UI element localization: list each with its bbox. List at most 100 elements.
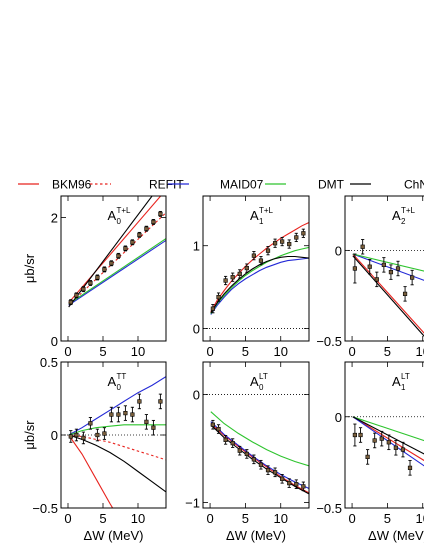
y-tick-label: 0 [335,410,342,425]
data-point [74,293,79,298]
data-point [237,448,242,453]
chart-panel-A0_TT: 0 5 10 −0.5 0 0.5 A TT 0 μb/sr ΔW (MeV) [22,355,167,543]
panel-title-superscript: LT [401,372,410,381]
chart-panel-A2_TL: 0 5 10 −0.5 0 AT+L 2 [316,195,424,359]
panel-title: A [250,208,259,223]
data-point [81,287,86,292]
data-point [402,291,408,296]
data-point [280,239,285,244]
y-tick-label: 0 [193,387,200,402]
data-point [388,270,394,275]
data-point [144,226,149,231]
data-point [379,436,384,441]
data-point [109,261,114,266]
data-point [151,219,156,225]
data-point [395,266,401,271]
panel-title-superscript: LT [259,372,268,381]
panel-title-subscript: 0 [259,383,264,392]
data-point [294,235,299,240]
panel-title-superscript: T+L [401,206,416,215]
data-point [223,437,228,442]
data-point [258,258,264,263]
panel-title: A [250,374,259,389]
x-tick-label: 10 [131,511,145,526]
series-line-dmt [68,424,166,436]
data-point [287,481,292,486]
data-point [272,470,278,475]
panel-title-subscript: 0 [117,383,122,392]
data-point [244,451,249,457]
legend-label: MAID07 [220,178,264,192]
panel-title-superscript: TT [117,372,127,381]
y-tick-label: −0.5 [316,501,342,516]
series-line-dmt [210,411,309,467]
panel-title: A [108,374,117,389]
data-point [130,412,135,417]
x-tick-label: 5 [99,344,106,359]
series-line-dmt [68,238,166,305]
x-tick-label: 0 [64,511,71,526]
data-point [137,399,142,404]
x-axis-label: ΔW (MeV) [84,528,144,543]
x-tick-label: 5 [242,344,249,359]
x-tick-label: 0 [348,511,355,526]
data-point [144,419,149,424]
series-line-maid07 [210,421,309,489]
data-point [95,432,100,438]
y-tick-label: −1 [185,496,200,511]
legend-label: REFIT [149,178,184,192]
x-tick-label: 10 [131,344,145,359]
data-point [400,447,406,452]
data-point [81,435,86,441]
series-line-dmt [210,246,309,314]
data-point [265,248,271,253]
data-point [352,432,357,438]
panel-title-superscript: T+L [117,206,132,215]
data-point [158,211,163,216]
data-point [301,231,306,236]
chart-panel-A0_TL: 0 5 10 0 2 A T+L 0 μb/sr [22,195,167,359]
data-point [230,441,235,446]
series-line-maid07 [68,239,166,306]
series-line-bkm96 [210,423,309,494]
data-point [116,253,121,258]
data-point [95,275,100,280]
data-point [374,277,379,282]
series-line-bkm96 [352,416,424,462]
x-tick-label: 0 [206,511,213,526]
x-tick-label: 10 [415,511,424,526]
panel-title-subscript: 1 [259,217,264,226]
data-point [88,421,93,426]
data-point [123,246,128,251]
series-line-bkm96 [68,196,162,304]
series-line-bkm96 [210,222,309,313]
legend-label: DMT [318,178,345,192]
data-point [216,294,221,300]
data-point [109,412,114,417]
y-tick-label: 0 [335,243,342,258]
series-line-chn [68,196,153,308]
data-point [280,476,285,481]
x-tick-label: 10 [415,344,424,359]
series-line-maid07 [68,376,166,436]
x-tick-label: 5 [99,511,106,526]
y-tick-label: −0.5 [32,501,58,516]
data-point [210,422,215,427]
data-point [116,412,121,417]
data-point [407,465,413,470]
plot-frame [344,361,424,509]
x-tick-label: 5 [384,344,391,359]
data-point [158,399,163,404]
series-line-maid07 [352,253,424,281]
data-point [237,271,242,276]
chart-panel-A1_LT: 0 5 10 −0.5 0 ALT 1 ΔW (MeV) [316,361,424,543]
legend-label: ChN [404,178,424,192]
data-point [358,432,363,438]
y-tick-label: 2 [51,211,58,226]
data-point [88,280,93,286]
plot-frame [202,361,310,509]
series-line-maid07 [352,416,424,467]
series-line-bkm96 [352,253,424,334]
